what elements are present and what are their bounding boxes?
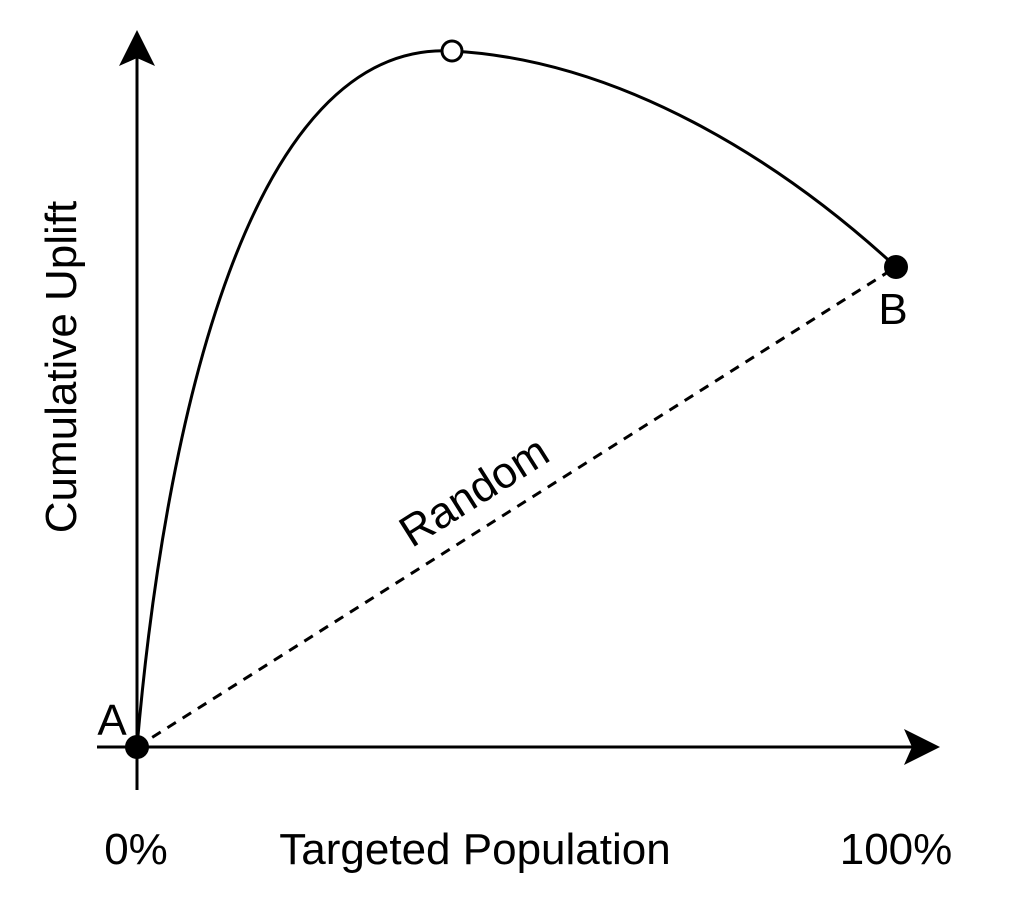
point-a — [125, 735, 149, 759]
peak-point — [440, 39, 464, 63]
x-start-label: 0% — [104, 825, 168, 874]
random-line — [136, 265, 897, 749]
y-axis-label: Cumulative Uplift — [37, 201, 86, 534]
x-axis-label: Targeted Population — [279, 825, 670, 874]
point-b-label: B — [878, 285, 907, 334]
random-label: Random — [391, 427, 558, 557]
x-end-label: 100% — [840, 825, 953, 874]
uplift-curve — [135, 49, 898, 748]
x-axis-arrow — [904, 729, 940, 765]
point-a-label: A — [97, 696, 127, 745]
y-axis-arrow — [119, 30, 155, 66]
point-b — [884, 255, 908, 279]
